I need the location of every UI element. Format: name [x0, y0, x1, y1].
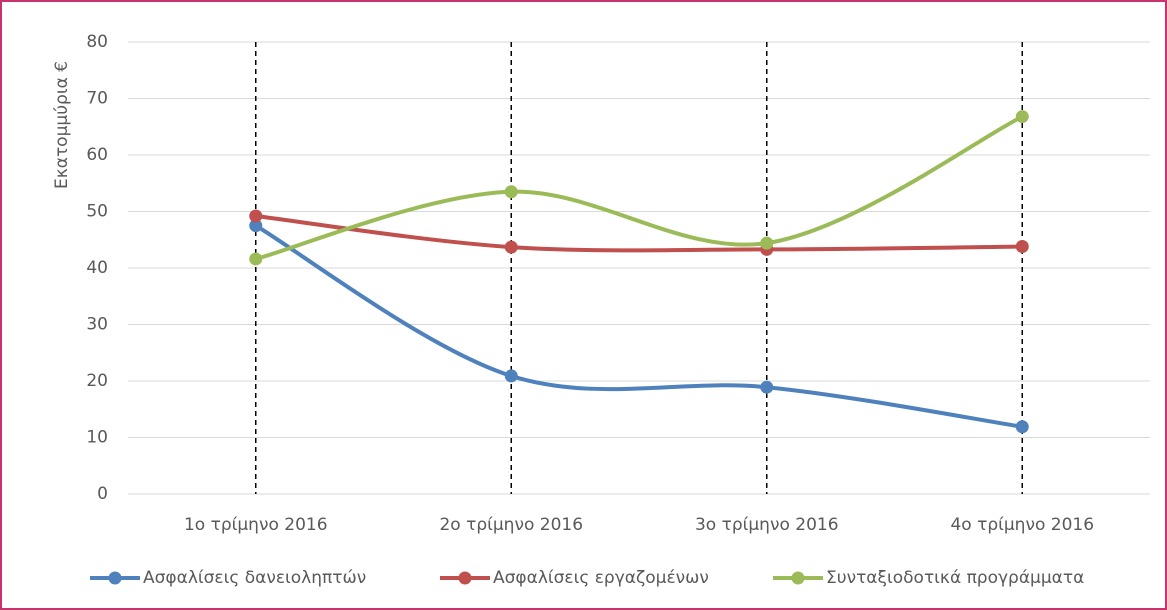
- y-tick-label: 60: [86, 145, 108, 165]
- legend-label: Συνταξιοδοτικά προγράμματα: [826, 568, 1084, 588]
- legend-marker: [791, 571, 805, 585]
- x-tick-label: 1ο τρίμηνο 2016: [184, 515, 328, 535]
- y-tick-label: 30: [86, 315, 108, 335]
- legend-marker: [108, 571, 122, 585]
- y-tick-label: 40: [86, 258, 108, 278]
- legend-marker: [458, 571, 472, 585]
- point: [1015, 110, 1029, 124]
- point: [760, 380, 774, 394]
- y-tick-label: 50: [86, 202, 108, 222]
- series-line: [253, 214, 1025, 253]
- point: [760, 236, 774, 250]
- point: [249, 219, 263, 233]
- series-line: [253, 223, 1025, 429]
- legend-label: Ασφαλίσεις εργαζομένων: [493, 568, 709, 588]
- y-tick-label: 0: [97, 484, 108, 504]
- point: [504, 240, 518, 254]
- y-tick-label: 10: [86, 428, 108, 448]
- y-tick-label: 70: [86, 89, 108, 109]
- point: [1015, 240, 1029, 254]
- point: [249, 252, 263, 266]
- y-axis-label: Εκατομμύρια €: [52, 61, 72, 189]
- point: [249, 209, 263, 223]
- legend-label: Ασφαλίσεις δανειοληπτών: [143, 568, 366, 588]
- x-tick-label: 4ο τρίμηνο 2016: [950, 515, 1094, 535]
- x-tick-label: 3ο τρίμηνο 2016: [695, 515, 839, 535]
- point: [504, 369, 518, 383]
- series-line: [253, 114, 1025, 261]
- y-tick-label: 20: [86, 371, 108, 391]
- point: [504, 185, 518, 199]
- point: [1015, 420, 1029, 434]
- x-tick-label: 2ο τρίμηνο 2016: [439, 515, 583, 535]
- y-tick-label: 80: [86, 32, 108, 52]
